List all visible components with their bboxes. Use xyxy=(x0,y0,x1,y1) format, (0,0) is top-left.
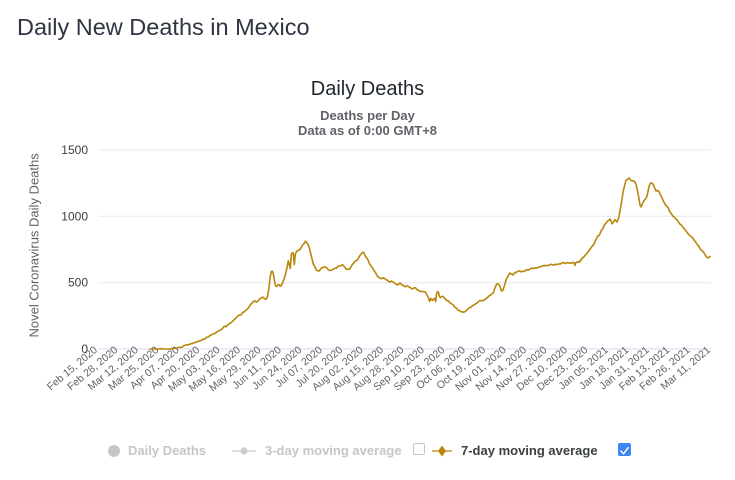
svg-text:500: 500 xyxy=(68,276,88,290)
svg-text:1500: 1500 xyxy=(61,143,88,157)
svg-text:1000: 1000 xyxy=(61,209,88,223)
